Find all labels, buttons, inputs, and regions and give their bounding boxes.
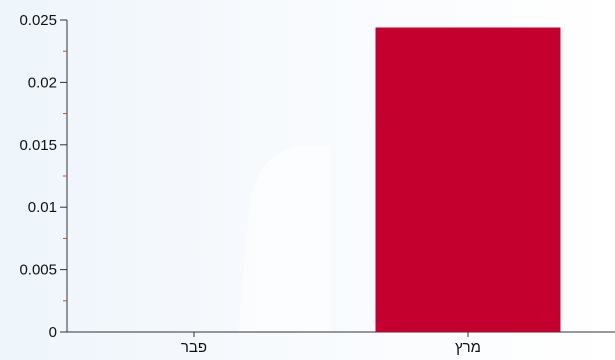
- y-tick-label: 0.015: [19, 137, 57, 154]
- background-glow-shape: [238, 146, 330, 332]
- x-tick-label: פבר: [181, 339, 207, 356]
- axis-labels: פבר מרץ 0 0.005 0.01 0.015 0.02 0.025: [19, 12, 480, 356]
- y-tick-label: 0.01: [28, 199, 57, 216]
- bar-2: [375, 27, 561, 332]
- y-axis-ticks: [60, 19, 469, 337]
- x-tick-label: מרץ: [455, 339, 481, 356]
- y-tick-label: 0.025: [19, 12, 57, 29]
- bars: [375, 27, 561, 332]
- y-tick-label: 0.02: [28, 74, 57, 91]
- background-highlight: [238, 146, 330, 332]
- y-tick-label: 0.005: [19, 262, 57, 279]
- y-tick-label: 0: [49, 324, 57, 341]
